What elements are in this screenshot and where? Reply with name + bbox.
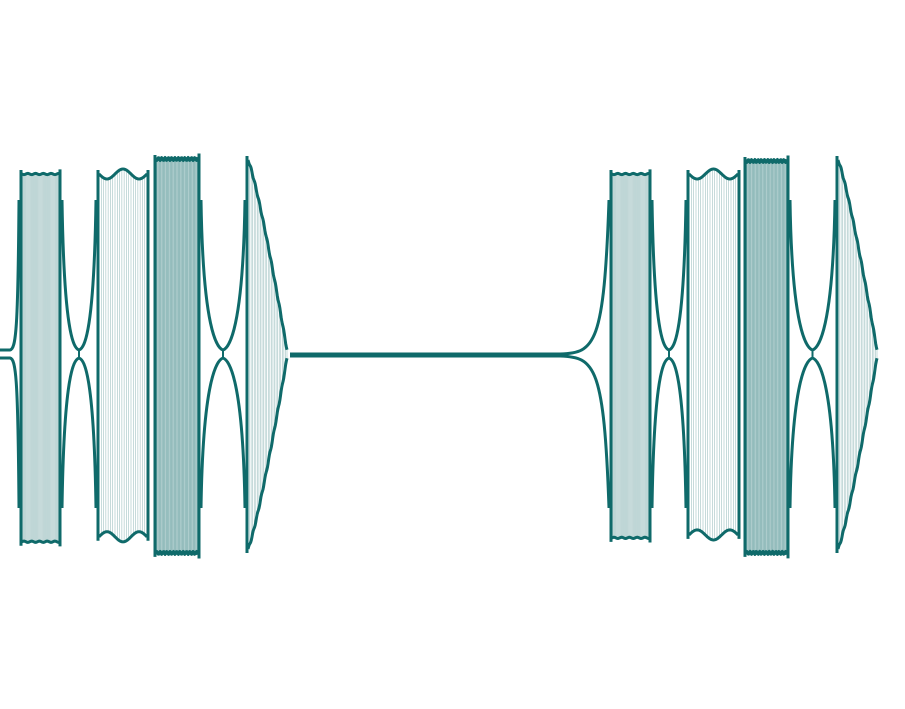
envelope-top bbox=[97, 167, 149, 181]
envelope-top bbox=[687, 167, 740, 181]
envelope-top bbox=[21, 171, 60, 177]
envelope-bottom bbox=[687, 528, 740, 542]
envelope-bottom bbox=[744, 549, 789, 556]
envelope-bottom bbox=[154, 549, 200, 556]
envelope-top bbox=[154, 156, 200, 162]
envelope-top bbox=[836, 159, 879, 351]
burst-1 bbox=[19, 169, 62, 547]
burst-3 bbox=[153, 153, 201, 559]
burst-fill bbox=[688, 169, 739, 540]
burst-fill bbox=[247, 160, 288, 549]
flare-1-2 bbox=[60, 199, 98, 509]
envelope-top bbox=[744, 158, 789, 164]
burst-3 bbox=[743, 155, 790, 559]
burst-fill bbox=[155, 157, 199, 555]
burst-fill bbox=[745, 159, 788, 555]
lead-in-top bbox=[0, 199, 21, 352]
envelope-bottom bbox=[246, 357, 289, 550]
burst-1 bbox=[609, 169, 652, 543]
baseline-top bbox=[290, 199, 611, 356]
baseline-bottom bbox=[290, 354, 611, 509]
envelope-top bbox=[246, 159, 289, 351]
burst-fill bbox=[611, 173, 650, 539]
envelope-top bbox=[611, 171, 650, 177]
burst-4 bbox=[245, 156, 289, 553]
envelope-bottom bbox=[21, 539, 60, 544]
flare-3-4 bbox=[788, 199, 837, 509]
burst-4 bbox=[835, 156, 879, 553]
envelope-bottom bbox=[836, 357, 879, 550]
baseline-connector-layer bbox=[0, 199, 611, 509]
envelope-bottom bbox=[611, 535, 650, 540]
group-left bbox=[19, 153, 289, 559]
group-right bbox=[609, 155, 879, 559]
lead-in-bottom bbox=[0, 356, 21, 509]
burst-2 bbox=[96, 167, 150, 544]
burst-2 bbox=[686, 167, 741, 542]
flare-1-2 bbox=[650, 199, 688, 509]
envelope-bottom bbox=[97, 530, 149, 544]
burst-fill bbox=[21, 173, 60, 543]
flare-3-4 bbox=[199, 199, 247, 509]
